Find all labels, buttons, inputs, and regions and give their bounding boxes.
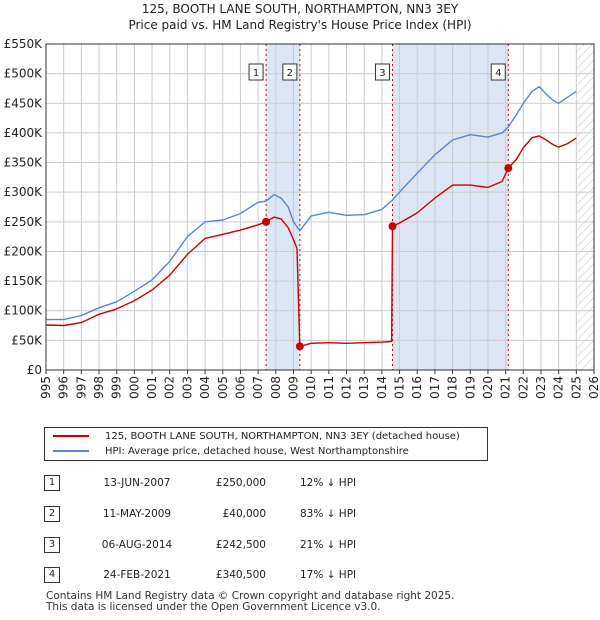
x-tick-label: 2009 xyxy=(286,376,300,400)
x-tick-label: 2003 xyxy=(180,376,194,400)
x-tick-label: 1996 xyxy=(57,376,71,400)
forecast-hatch-area xyxy=(576,44,594,370)
transaction-row: 4 24-FEB-2021 £340,500 17% ↓ HPI xyxy=(0,566,600,588)
transaction-label-box xyxy=(282,63,298,81)
transaction-label-box xyxy=(490,63,506,81)
transaction-hpi-diff: 17% ↓ HPI xyxy=(300,569,357,581)
x-tick-label: 1995 xyxy=(39,376,53,400)
transaction-number: 1 xyxy=(44,475,60,491)
transaction-point xyxy=(388,222,397,231)
shaded-period xyxy=(392,44,509,370)
transaction-label-number: 4 xyxy=(495,68,501,79)
x-tick-label: 2016 xyxy=(410,376,424,400)
footer-copyright: Contains HM Land Registry data © Crown c… xyxy=(46,590,455,602)
transaction-row: 2 11-MAY-2009 £40,000 83% ↓ HPI xyxy=(0,505,600,527)
x-tick-label: 2011 xyxy=(322,376,336,400)
transaction-hpi-diff: 21% ↓ HPI xyxy=(300,539,357,551)
transaction-row: 3 06-AUG-2014 £242,500 21% ↓ HPI xyxy=(0,536,600,558)
legend-item-property: 125, BOOTH LANE SOUTH, NORTHAMPTON, NN3 … xyxy=(53,430,460,444)
transaction-label-box xyxy=(248,63,264,81)
transaction-hpi-diff: 83% ↓ HPI xyxy=(300,508,357,520)
chart-title-line2: Price paid vs. HM Land Registry's House … xyxy=(128,18,472,32)
legend-swatch-property xyxy=(53,435,89,437)
price-chart: 1 2 3 4 £0 £50K £100K £150K £200K £250K £300K £350… xyxy=(4,37,600,400)
y-tick-label: £0 xyxy=(27,363,42,377)
x-tick-label: 2013 xyxy=(357,376,371,400)
x-tick-label: 2012 xyxy=(340,376,354,400)
x-tick-label: 2025 xyxy=(569,376,583,400)
transaction-label-number: 1 xyxy=(253,68,259,79)
transaction-point xyxy=(504,164,513,173)
x-tick-label: 2007 xyxy=(251,376,265,400)
hpi-series-line xyxy=(46,86,577,321)
x-tick-label: 2018 xyxy=(446,376,460,400)
x-tick-label: 2022 xyxy=(516,376,530,400)
y-tick-label: £100K xyxy=(4,304,44,318)
x-tick-label: 2021 xyxy=(499,376,513,400)
x-tick-label: 2004 xyxy=(198,376,212,400)
y-tick-label: £450K xyxy=(4,96,44,110)
x-tick-label: 2026 xyxy=(587,376,600,400)
x-tick-label: 2006 xyxy=(233,376,247,400)
transaction-number: 2 xyxy=(44,506,60,522)
x-tick-label: 2002 xyxy=(163,376,177,400)
x-tick-label: 2005 xyxy=(216,376,230,400)
transaction-price: £242,500 xyxy=(215,539,266,551)
transaction-date: 06-AUG-2014 xyxy=(101,539,173,551)
x-tick-label: 2019 xyxy=(463,376,477,400)
y-tick-label: £50K xyxy=(11,333,43,347)
y-tick-label: £300K xyxy=(4,185,44,199)
footer-licence: This data is licensed under the Open Gov… xyxy=(46,601,381,613)
transaction-hpi-diff: 12% ↓ HPI xyxy=(300,477,357,489)
y-tick-label: £550K xyxy=(4,37,44,51)
x-tick-label: 2010 xyxy=(304,376,318,400)
property-series-line xyxy=(45,135,577,347)
x-tick-label: 2015 xyxy=(393,376,407,400)
transaction-date: 24-FEB-2021 xyxy=(103,569,171,581)
transaction-label-number: 3 xyxy=(379,68,385,79)
shaded-period xyxy=(266,44,300,370)
x-tick-label: 1999 xyxy=(110,376,124,400)
transaction-date: 11-MAY-2009 xyxy=(102,508,172,520)
x-tick-label: 2000 xyxy=(127,376,141,400)
transaction-point xyxy=(262,217,271,226)
y-tick-label: £200K xyxy=(4,244,44,258)
x-tick-label: 2001 xyxy=(145,376,159,400)
chart-title-line1: 125, BOOTH LANE SOUTH, NORTHAMPTON, NN3 … xyxy=(141,2,459,16)
legend-swatch-hpi xyxy=(53,450,89,452)
legend-item-hpi: HPI: Average price, detached house, West… xyxy=(53,445,409,459)
transaction-date: 13-JUN-2007 xyxy=(103,477,171,489)
transaction-label-box xyxy=(374,63,390,81)
x-tick-label: 2008 xyxy=(269,376,283,400)
transaction-price: £250,000 xyxy=(215,477,266,489)
transaction-number: 3 xyxy=(44,537,60,553)
y-tick-label: £400K xyxy=(4,126,44,140)
y-tick-label: £500K xyxy=(4,67,44,81)
x-tick-label: 2014 xyxy=(375,376,389,400)
x-tick-label: 2024 xyxy=(552,376,566,400)
legend-label-property: 125, BOOTH LANE SOUTH, NORTHAMPTON, NN3 … xyxy=(105,431,460,442)
x-tick-label: 2017 xyxy=(428,376,442,400)
transaction-number: 4 xyxy=(44,567,60,583)
transaction-label-number: 2 xyxy=(287,68,293,79)
y-tick-label: £250K xyxy=(4,215,44,229)
chart-legend: 125, BOOTH LANE SOUTH, NORTHAMPTON, NN3 … xyxy=(44,427,488,461)
x-tick-label: 1997 xyxy=(74,376,88,400)
transaction-price: £40,000 xyxy=(222,508,266,520)
x-tick-label: 1998 xyxy=(92,376,106,400)
y-tick-label: £350K xyxy=(4,156,44,170)
transaction-point xyxy=(295,342,304,351)
transaction-price: £340,500 xyxy=(215,569,266,581)
plot-border xyxy=(45,43,595,371)
transaction-row: 1 13-JUN-2007 £250,000 12% ↓ HPI xyxy=(0,474,600,496)
y-tick-label: £150K xyxy=(4,274,44,288)
x-tick-label: 2023 xyxy=(534,376,548,400)
legend-label-hpi: HPI: Average price, detached house, West… xyxy=(105,446,409,457)
x-tick-label: 2020 xyxy=(481,376,495,400)
